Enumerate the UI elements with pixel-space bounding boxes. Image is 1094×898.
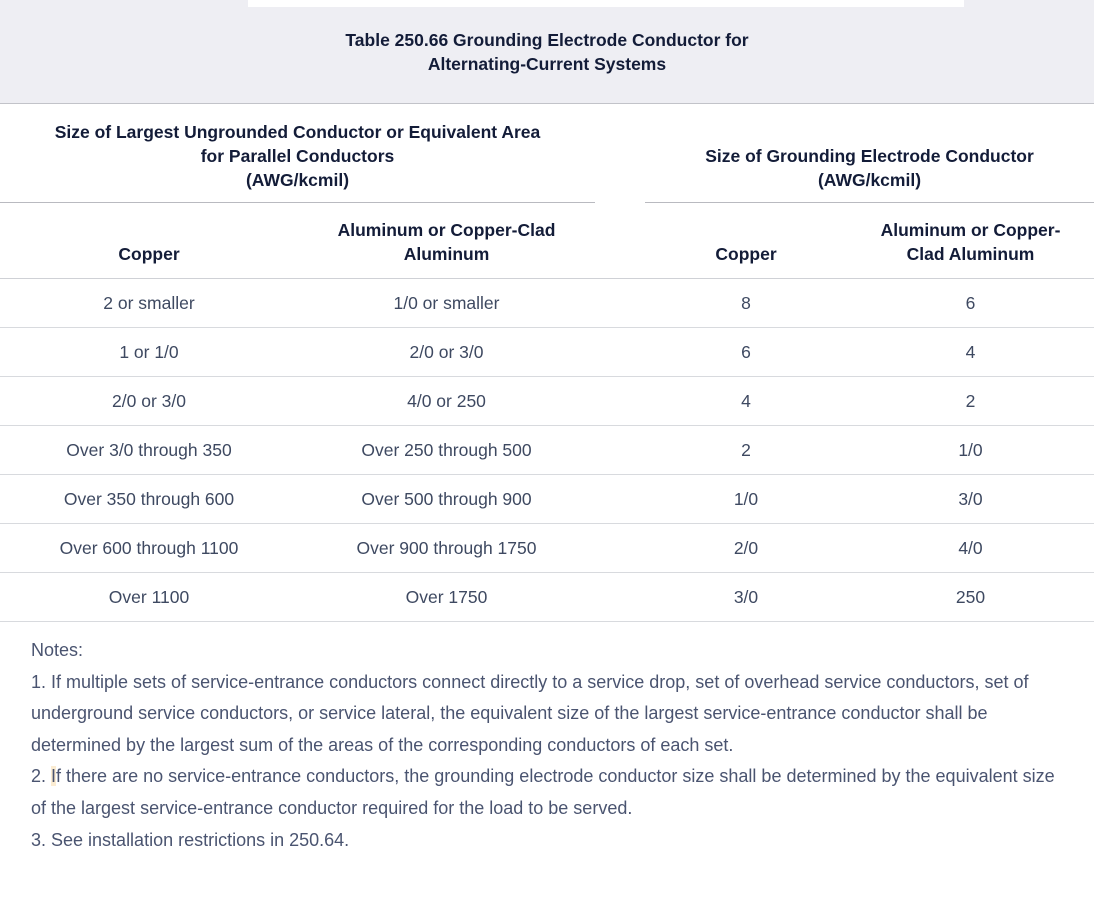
table-cell: 2 <box>741 439 751 460</box>
table-cell: Over 250 through 500 <box>361 439 532 460</box>
table-cell: 2 or smaller <box>103 292 195 313</box>
notes-heading: Notes: <box>31 640 84 660</box>
group-header-line: Size of Largest Ungrounded Conductor or … <box>54 122 541 142</box>
table-cell: 6 <box>741 341 751 362</box>
table-cell: 3/0 <box>733 586 759 607</box>
column-header-label: Copper <box>715 244 777 264</box>
column-header-copper-ungrounded: Copper <box>0 242 298 278</box>
table-cell: 1 or 1/0 <box>119 341 179 362</box>
table-row: 2/0 or 3/0 4/0 or 250 4 2 <box>0 377 1094 426</box>
notes-section: Notes: 1. If multiple sets of service-en… <box>0 622 1094 856</box>
table-cell: Over 3/0 through 350 <box>66 439 232 460</box>
table-row: Over 350 through 600 Over 500 through 90… <box>0 475 1094 524</box>
group-header-row: Size of Largest Ungrounded Conductor or … <box>0 104 1094 203</box>
table-cell: Over 1750 <box>405 586 488 607</box>
table-title-line-1: Table 250.66 Grounding Electrode Conduct… <box>345 29 749 50</box>
table-cell: 1/0 <box>733 488 759 509</box>
note-2-search-highlight: I <box>51 766 57 787</box>
table-cell: 6 <box>965 292 976 313</box>
group-header-line: for Parallel Conductors <box>200 146 395 166</box>
table-cell: 4/0 <box>958 537 983 558</box>
table-row: Over 1100 Over 1750 3/0 250 <box>0 573 1094 622</box>
table-row: Over 3/0 through 350 Over 250 through 50… <box>0 426 1094 475</box>
note-3: 3. See installation restrictions in 250.… <box>31 829 350 850</box>
table-title-band: Table 250.66 Grounding Electrode Conduct… <box>0 0 1094 104</box>
table-cell: 2 <box>965 390 976 411</box>
table-row: 1 or 1/0 2/0 or 3/0 6 4 <box>0 328 1094 377</box>
table-cell: 2/0 or 3/0 <box>409 341 484 362</box>
table-cell: Over 900 through 1750 <box>356 537 537 558</box>
group-header-ungrounded-conductor: Size of Largest Ungrounded Conductor or … <box>0 104 595 203</box>
column-header-label: Copper <box>118 244 180 264</box>
top-strip <box>248 0 964 7</box>
column-header-row: Copper Aluminum or Copper-Clad Aluminum … <box>0 203 1094 279</box>
table-cell: 1/0 <box>958 439 983 460</box>
table-cell: 3/0 <box>958 488 983 509</box>
table-cell: 4 <box>965 341 976 362</box>
table-cell: 1/0 or smaller <box>393 292 500 313</box>
table-cell: Over 350 through 600 <box>63 488 235 509</box>
group-header-line: (AWG/kcmil) <box>817 170 922 190</box>
table-cell: Over 1100 <box>108 586 190 607</box>
table-cell: 250 <box>955 586 986 607</box>
note-1: 1. If multiple sets of service-entrance … <box>31 671 1029 755</box>
table-row: 2 or smaller 1/0 or smaller 8 6 <box>0 279 1094 328</box>
table-title: Table 250.66 Grounding Electrode Conduct… <box>345 28 748 76</box>
table-cell: 4 <box>741 390 751 411</box>
table-cell: 2/0 <box>733 537 759 558</box>
table-cell: Over 600 through 1100 <box>59 537 239 558</box>
column-header-label: Aluminum or Copper-Clad Aluminum <box>880 220 1061 264</box>
group-header-grounding-electrode-conductor: Size of Grounding Electrode Conductor (A… <box>645 104 1094 203</box>
table-cell: Over 500 through 900 <box>361 488 532 509</box>
group-header-line: Size of Grounding Electrode Conductor <box>705 146 1034 166</box>
column-header-aluminum-grounding: Aluminum or Copper-Clad Aluminum <box>847 218 1094 278</box>
column-header-label: Aluminum or Copper-Clad Aluminum <box>337 220 556 264</box>
group-header-line: (AWG/kcmil) <box>245 170 350 190</box>
table-cell: 8 <box>741 292 751 313</box>
table-title-line-2: Alternating-Current Systems <box>427 53 667 74</box>
note-2: 2. If there are no service-entrance cond… <box>31 761 1064 824</box>
column-header-copper-grounding: Copper <box>645 242 847 278</box>
table-row: Over 600 through 1100 Over 900 through 1… <box>0 524 1094 573</box>
note-2-prefix: 2. <box>31 766 52 787</box>
table-cell: 4/0 or 250 <box>407 390 486 411</box>
table-cell: 2/0 or 3/0 <box>112 390 186 411</box>
column-header-aluminum-ungrounded: Aluminum or Copper-Clad Aluminum <box>298 218 595 278</box>
note-2-text: f there are no service-entrance conducto… <box>31 766 1055 818</box>
